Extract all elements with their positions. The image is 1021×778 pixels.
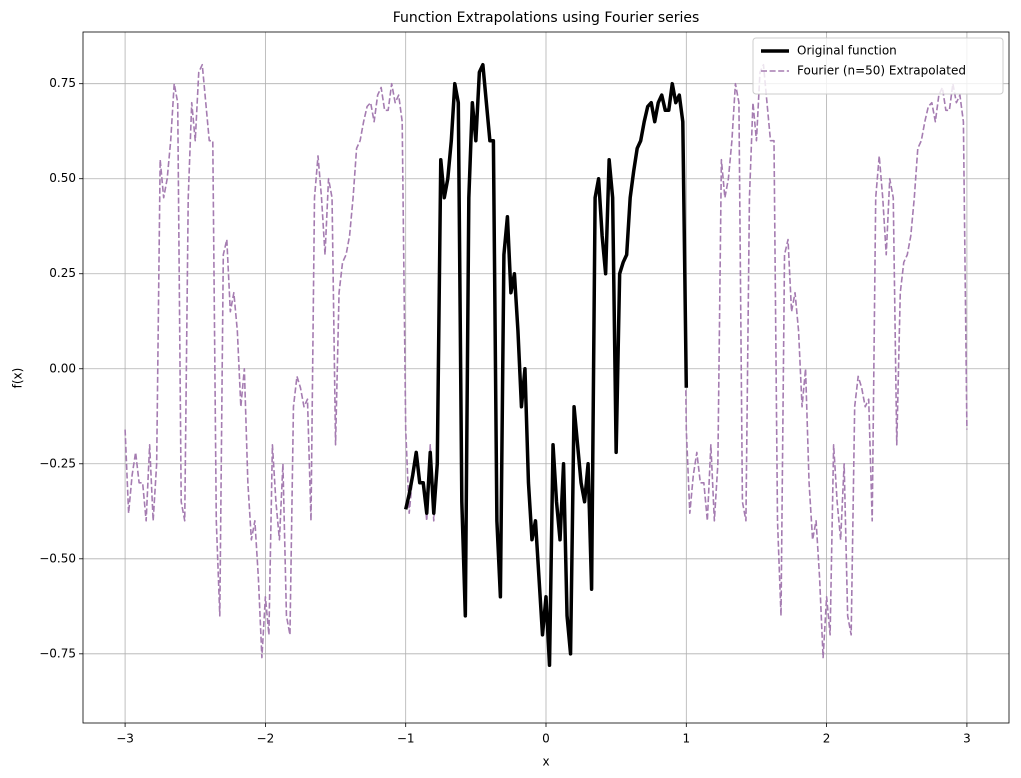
x-tick-label: −2 <box>257 732 275 746</box>
y-tick-label: −0.50 <box>39 551 76 565</box>
plot-frame <box>82 31 1010 724</box>
x-tick-label: 0 <box>542 732 550 746</box>
legend: Original function Fourier (n=50) Extrapol… <box>752 37 1004 95</box>
legend-label: Original function <box>797 44 897 58</box>
x-tick-label: 3 <box>963 732 971 746</box>
y-tick-label: −0.25 <box>39 456 76 470</box>
y-tick-label: 0.25 <box>49 266 76 280</box>
data-line <box>403 62 689 667</box>
legend-box <box>752 37 1004 95</box>
x-tick-label: 1 <box>682 732 690 746</box>
chart-title: Function Extrapolations using Fourier se… <box>393 10 700 26</box>
y-tick-label: 0.50 <box>49 171 76 185</box>
x-axis-label: x <box>542 755 549 769</box>
legend-label: Fourier (n=50) Extrapolated <box>797 64 966 78</box>
x-tick-label: −3 <box>116 732 134 746</box>
y-axis-label: f(x) <box>11 368 25 389</box>
y-tick-label: −0.75 <box>39 646 76 660</box>
x-tick-label: 2 <box>823 732 831 746</box>
y-tick-label: 0.75 <box>49 76 76 90</box>
x-tick-label: −1 <box>397 732 415 746</box>
y-tick-label: 0.00 <box>49 361 76 375</box>
